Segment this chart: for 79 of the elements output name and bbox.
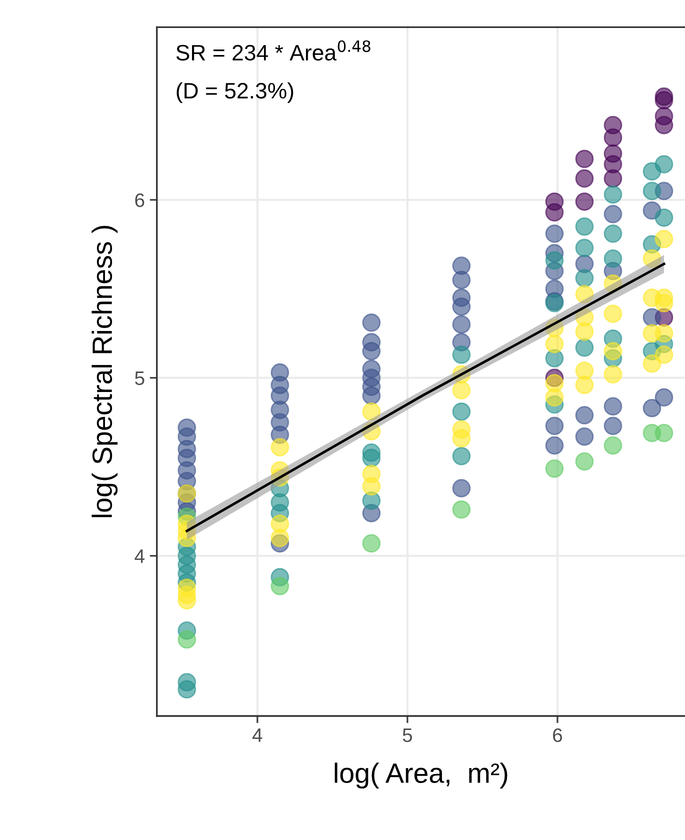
point bbox=[654, 230, 674, 248]
point bbox=[178, 630, 196, 649]
point bbox=[452, 297, 471, 316]
point bbox=[604, 169, 622, 188]
point bbox=[545, 203, 564, 222]
point bbox=[452, 429, 471, 448]
point bbox=[604, 416, 622, 436]
point bbox=[604, 397, 622, 416]
point bbox=[604, 342, 622, 360]
point bbox=[575, 217, 594, 236]
point bbox=[654, 90, 674, 110]
point bbox=[362, 534, 381, 553]
point bbox=[545, 388, 564, 407]
point bbox=[362, 477, 381, 496]
point bbox=[575, 169, 594, 188]
point bbox=[545, 334, 564, 354]
annotation: SR = 234 * Area$^{0.48}$ bbox=[176, 40, 370, 61]
y-axis-title: log( Spectral Richness ) bbox=[92, 226, 118, 518]
annotation: (D = 52.3%) bbox=[176, 82, 294, 104]
x-tick-label: 4 bbox=[252, 728, 262, 742]
point bbox=[654, 324, 674, 343]
point bbox=[575, 322, 594, 341]
point bbox=[642, 354, 662, 373]
point bbox=[654, 388, 674, 407]
point bbox=[575, 238, 594, 258]
y-tick-label: 5 bbox=[135, 372, 144, 386]
y-tick-label: 4 bbox=[134, 550, 144, 563]
point bbox=[604, 249, 622, 268]
point bbox=[270, 438, 290, 456]
point bbox=[362, 342, 381, 360]
point bbox=[575, 150, 594, 168]
point bbox=[452, 346, 471, 364]
point bbox=[654, 116, 674, 134]
point bbox=[575, 376, 594, 394]
x-axis-title: log( Area, m²) bbox=[334, 762, 508, 789]
point bbox=[654, 424, 674, 442]
point bbox=[452, 478, 471, 498]
x-tick-label: 5 bbox=[402, 728, 412, 742]
point bbox=[270, 576, 290, 596]
point bbox=[575, 427, 594, 446]
point bbox=[452, 500, 471, 519]
point bbox=[452, 381, 471, 400]
point bbox=[654, 346, 674, 364]
point bbox=[575, 406, 594, 424]
point bbox=[270, 528, 290, 548]
point bbox=[545, 251, 564, 270]
point bbox=[178, 591, 196, 610]
point bbox=[604, 204, 622, 224]
point bbox=[642, 182, 662, 200]
point bbox=[575, 192, 594, 211]
point bbox=[545, 224, 564, 243]
point bbox=[604, 224, 622, 243]
point bbox=[545, 416, 564, 436]
point bbox=[362, 402, 381, 421]
point bbox=[604, 436, 622, 455]
y-tick-label: 6 bbox=[135, 193, 144, 208]
point bbox=[178, 680, 196, 699]
point bbox=[575, 452, 594, 471]
point bbox=[604, 185, 622, 204]
point bbox=[452, 315, 471, 334]
point bbox=[545, 436, 564, 455]
point bbox=[362, 448, 381, 468]
point bbox=[604, 304, 622, 323]
point bbox=[642, 398, 662, 418]
point bbox=[654, 294, 674, 312]
x-tick-label: 6 bbox=[553, 728, 562, 742]
point bbox=[362, 386, 381, 405]
point bbox=[575, 268, 594, 288]
point bbox=[452, 446, 471, 466]
point bbox=[654, 155, 674, 174]
point bbox=[654, 208, 674, 227]
point bbox=[452, 402, 471, 421]
point bbox=[575, 338, 594, 357]
point bbox=[452, 270, 471, 290]
point bbox=[362, 313, 381, 332]
point bbox=[545, 459, 564, 478]
point bbox=[604, 128, 622, 147]
point bbox=[642, 308, 662, 327]
point bbox=[604, 365, 622, 384]
